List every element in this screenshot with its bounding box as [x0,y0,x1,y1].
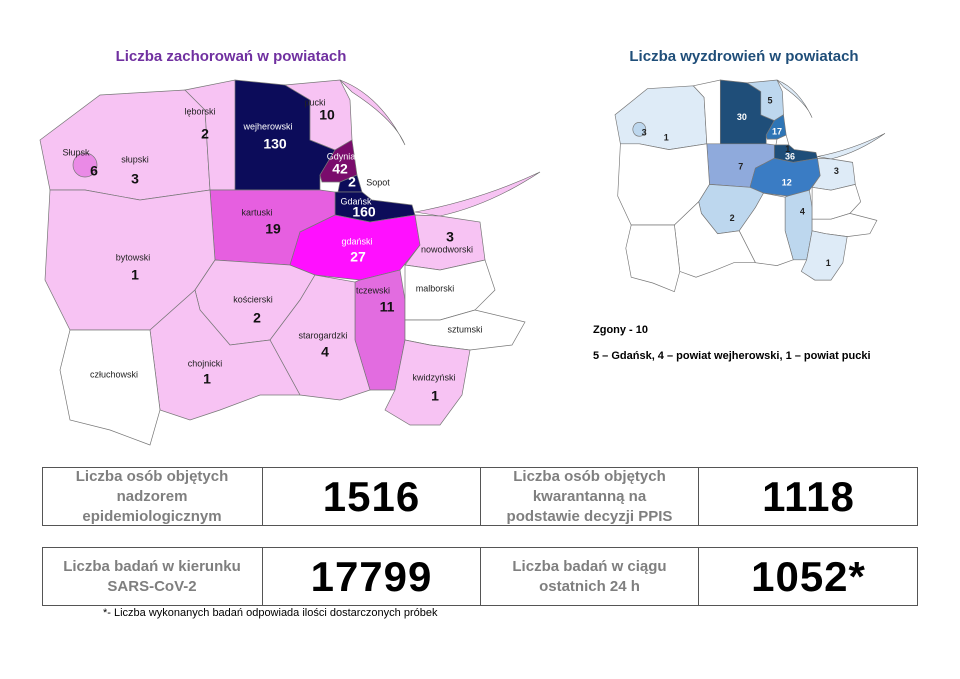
region-name: chojnicki [188,358,223,368]
region-name: słupski [121,154,149,164]
region-value: 2 [201,126,209,142]
region-name: Gdynia [327,151,356,161]
region-value: 4 [800,207,805,217]
peninsula [776,79,813,118]
region-value: 30 [737,112,747,122]
stat-value: 1052* [698,547,918,606]
region-value: 6 [90,163,98,179]
right-map [614,79,886,293]
region-name: Sopot [366,177,390,187]
spit [817,133,886,160]
region-name: sztumski [447,324,482,334]
region [384,339,471,426]
region [149,289,301,421]
region-name: wejherowski [242,121,292,131]
region-name: pucki [304,97,325,107]
region-value: 3 [642,128,647,138]
region [674,201,756,278]
stat-label: Liczba badań w kierunku SARS-CoV-2 [63,557,241,595]
region-value: 5 [767,95,772,105]
spit [414,171,541,217]
region-name: nowodworski [421,244,473,254]
region [59,329,161,446]
region-name: kwidzyński [412,372,455,382]
footnote: *- Liczba wykonanych badań odpowiada ilo… [103,607,438,619]
region-value: 1 [664,132,669,142]
deaths-detail: 5 – Gdańsk, 4 – powiat wejherowski, 1 – … [593,350,871,362]
left-title: Liczba zachorowań w powiatach [116,48,347,65]
stat-value: 1516 [262,467,480,526]
region-name: tczewski [356,285,390,295]
stat-value: 1118 [698,467,918,526]
region-name: Gdańsk [340,196,372,206]
region-value: 12 [782,178,792,188]
region-value: 10 [319,107,335,123]
region [632,121,647,137]
region [614,85,708,150]
region-value: 19 [265,221,281,237]
region-value: 4 [321,344,329,360]
left-map [39,79,541,446]
region-name: Słupsk [62,147,90,157]
region-name: lęborski [184,106,215,116]
region-value: 7 [738,161,743,171]
region-value: 3 [834,166,839,176]
stat-value: 17799 [262,547,480,606]
region-value: 27 [350,249,366,265]
peninsula [339,79,406,146]
region-value: 1 [131,267,139,283]
stat-label: Liczba osób objętych kwarantanną na pods… [480,467,698,526]
region [269,274,371,401]
stat-label: Liczba badań w ciągu ostatnich 24 h [480,547,698,606]
region-value: 160 [352,204,376,220]
region-name: starogardzki [298,330,347,340]
region-value: 2 [730,213,735,223]
region-name: malborski [416,283,455,293]
region-value: 42 [332,161,348,177]
region-name: kościerski [233,294,273,304]
right-title: Liczba wyzdrowień w powiatach [629,48,858,65]
region [72,152,98,178]
region-value: 3 [446,229,454,245]
region-value: 2 [253,310,261,326]
region [625,224,681,293]
deaths-title: Zgony - 10 [593,324,648,336]
region-value: 130 [263,136,287,152]
region-value: 1 [431,388,439,404]
region-value: 1 [203,371,211,387]
region-name: kartuski [241,207,272,217]
region-value: 3 [131,171,139,187]
maps: Liczba zachorowań w powiatach Liczba wyz… [39,48,886,446]
region-value: 1 [826,258,831,268]
region-name: bytowski [116,252,151,262]
region-value: 2 [348,174,356,190]
region-name: człuchowski [90,369,138,379]
region [738,192,794,266]
region-value: 36 [785,152,795,162]
region-name: gdański [341,236,372,246]
stat-label: Liczba osób objętych nadzorem epidemiolo… [75,467,229,525]
region-value: 11 [380,299,395,315]
region [800,230,848,281]
region-value: 17 [772,127,782,137]
region-value: 1 [785,144,790,154]
